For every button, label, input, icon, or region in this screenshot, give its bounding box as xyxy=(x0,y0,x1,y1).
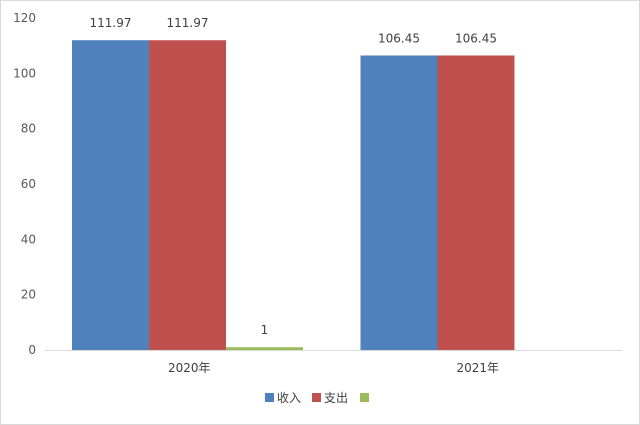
data-label: 111.97 xyxy=(90,16,132,30)
legend-swatch xyxy=(312,393,321,402)
bar-收入-2020年 xyxy=(72,40,149,350)
data-label: 106.45 xyxy=(378,31,420,45)
y-tick-label: 40 xyxy=(21,232,36,246)
bars xyxy=(72,40,515,350)
data-label: 111.97 xyxy=(167,16,209,30)
data-label: 106.45 xyxy=(455,31,497,45)
bar-收入-2021年 xyxy=(360,55,438,350)
legend-label: 收入 xyxy=(277,391,301,405)
x-category-label: 2020年 xyxy=(168,361,211,375)
data-label: 1 xyxy=(261,323,269,337)
bar-支出-2020年 xyxy=(149,40,226,350)
y-tick-label: 0 xyxy=(28,343,36,357)
y-axis-ticks: 0 20 40 60 80 100 120 xyxy=(13,11,36,357)
y-tick-label: 60 xyxy=(21,177,36,191)
y-tick-label: 120 xyxy=(13,11,36,25)
y-tick-label: 80 xyxy=(21,122,36,136)
y-tick-label: 20 xyxy=(21,288,36,302)
legend-label: 支出 xyxy=(324,391,348,405)
legend-swatch xyxy=(265,393,274,402)
bar-支出-2021年 xyxy=(437,55,515,350)
bar-series-3-2020年 xyxy=(226,347,303,350)
y-tick-label: 100 xyxy=(13,66,36,80)
legend-swatch xyxy=(360,393,369,402)
x-axis-categories: 2020年 2021年 xyxy=(168,361,499,375)
data-labels: 111.97 111.97 1 106.45 106.45 xyxy=(90,16,498,337)
x-category-label: 2021年 xyxy=(456,361,499,375)
legend: 收入 支出 xyxy=(265,391,369,405)
